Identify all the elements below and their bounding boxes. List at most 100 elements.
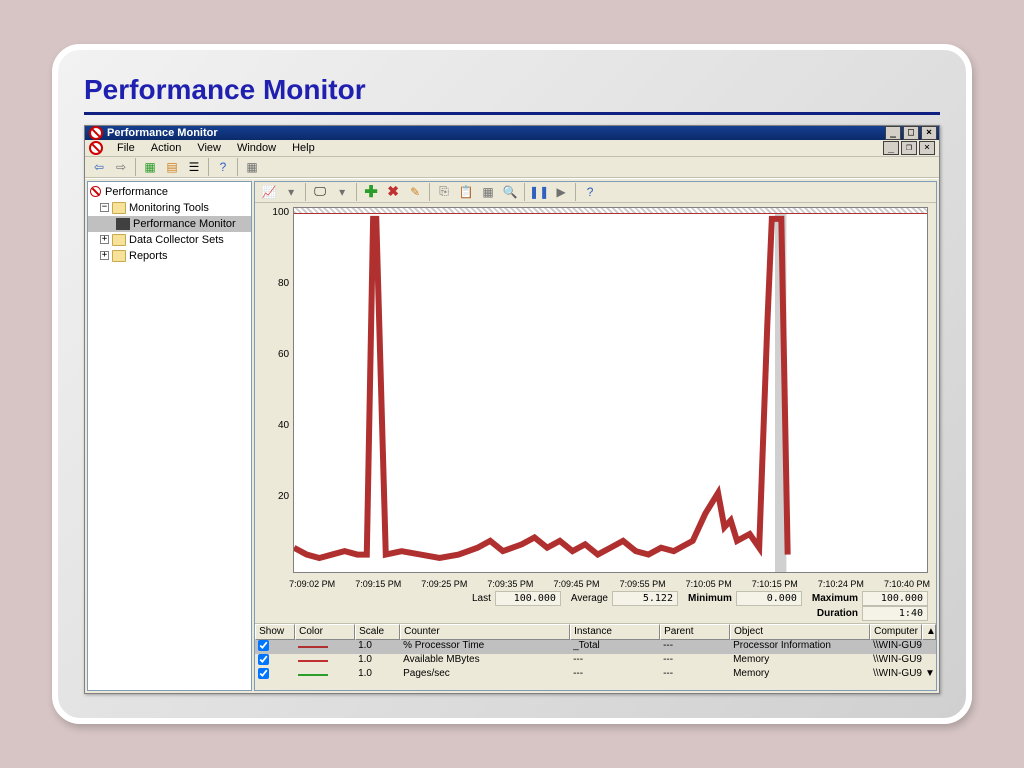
parent-cell: ---	[660, 668, 730, 682]
folder-icon	[112, 202, 126, 214]
menu-file[interactable]: File	[109, 140, 143, 156]
hdr-instance[interactable]: Instance	[570, 624, 660, 640]
ytick: 100	[272, 207, 289, 218]
hdr-color[interactable]: Color	[295, 624, 355, 640]
show-hide-tree-button[interactable]: ▦	[140, 157, 160, 177]
instance-cell: _Total	[570, 640, 660, 654]
folder-icon	[112, 250, 126, 262]
properties-button[interactable]: ☰	[184, 157, 204, 177]
instance-cell: ---	[570, 654, 660, 668]
tree-dcs[interactable]: + Data Collector Sets	[88, 232, 251, 248]
x-axis: 7:09:02 PM 7:09:15 PM 7:09:25 PM 7:09:35…	[255, 577, 936, 589]
status-area	[255, 682, 936, 690]
show-checkbox[interactable]	[258, 668, 269, 679]
tree-reports-label: Reports	[129, 250, 168, 262]
close-button[interactable]: ×	[921, 126, 937, 140]
back-button[interactable]: ⇦	[89, 157, 109, 177]
title-rule	[84, 112, 940, 115]
plot-region[interactable]	[293, 207, 928, 573]
chart-help-button[interactable]: ?	[580, 182, 600, 202]
update-button[interactable]: ▶	[551, 182, 571, 202]
counter-row[interactable]: 1.0Pages/sec------Memory\\WIN-GU9RE3▼	[255, 668, 936, 682]
xtick: 7:10:40 PM	[884, 579, 930, 589]
extra-button[interactable]: ▦	[242, 157, 262, 177]
folder-icon	[112, 234, 126, 246]
min-value: 0.000	[736, 591, 802, 606]
menubar: File Action View Window Help _ ❐ ×	[85, 140, 939, 157]
export-button[interactable]: ▤	[162, 157, 182, 177]
xtick: 7:09:55 PM	[620, 579, 666, 589]
collapse-icon[interactable]: −	[100, 203, 109, 212]
counter-row[interactable]: 1.0% Processor Time_Total---Processor In…	[255, 640, 936, 654]
counter-row[interactable]: 1.0Available MBytes------Memory\\WIN-GU9…	[255, 654, 936, 668]
instance-cell: ---	[570, 668, 660, 682]
zoom-button[interactable]: 🔍	[500, 182, 520, 202]
object-cell: Memory	[730, 654, 870, 668]
nav-tree[interactable]: Performance − Monitoring Tools Performan…	[87, 181, 252, 691]
hdr-counter[interactable]: Counter	[400, 624, 570, 640]
chart-area: 100 80 60 40 20	[255, 203, 936, 577]
hdr-scale[interactable]: Scale	[355, 624, 400, 640]
forward-button[interactable]: ⇨	[111, 157, 131, 177]
dropdown-icon[interactable]: ▾	[332, 182, 352, 202]
freeze-button[interactable]: ❚❚	[529, 182, 549, 202]
xtick: 7:10:05 PM	[686, 579, 732, 589]
app-window: Performance Monitor _ □ × File Action Vi…	[84, 125, 940, 694]
monitor-icon	[116, 218, 130, 230]
delete-counter-button[interactable]: ✖	[383, 182, 403, 202]
avg-value: 5.122	[612, 591, 678, 606]
minimize-button[interactable]: _	[885, 126, 901, 140]
counter-cell: Available MBytes	[400, 654, 570, 668]
tree-root-label: Performance	[105, 186, 168, 198]
maximize-button[interactable]: □	[903, 126, 919, 140]
show-checkbox[interactable]	[258, 654, 269, 665]
menu-view[interactable]: View	[189, 140, 229, 156]
mdi-restore-button[interactable]: ❐	[901, 141, 917, 155]
hdr-scroll: ▲	[922, 624, 936, 640]
mdi-minimize-button[interactable]: _	[883, 141, 899, 155]
expand-icon[interactable]: +	[100, 251, 109, 260]
tree-reports[interactable]: + Reports	[88, 248, 251, 264]
tree-perfmon[interactable]: Performance Monitor	[88, 216, 251, 232]
tree-monitoring-tools[interactable]: − Monitoring Tools	[88, 200, 251, 216]
color-swatch	[298, 674, 328, 676]
color-swatch	[298, 646, 328, 648]
copy-button[interactable]: ⎘	[434, 182, 454, 202]
ytick: 60	[278, 349, 289, 360]
window-title: Performance Monitor	[107, 127, 218, 139]
hdr-show[interactable]: Show	[255, 624, 295, 640]
parent-cell: ---	[660, 640, 730, 654]
tree-dcs-label: Data Collector Sets	[129, 234, 224, 246]
avg-label: Average	[571, 593, 608, 604]
perfmon-menu-icon	[89, 141, 103, 155]
object-cell: Processor Information	[730, 640, 870, 654]
counter-cell: Pages/sec	[400, 668, 570, 682]
menu-action[interactable]: Action	[143, 140, 190, 156]
show-checkbox[interactable]	[258, 640, 269, 651]
max-value: 100.000	[862, 591, 928, 606]
view-type-button[interactable]: 📈	[259, 182, 279, 202]
menu-help[interactable]: Help	[284, 140, 323, 156]
mdi-close-button[interactable]: ×	[919, 141, 935, 155]
max-label: Maximum	[812, 593, 858, 604]
dur-value: 1:40	[862, 606, 928, 621]
tree-root[interactable]: Performance	[88, 184, 251, 200]
help-button[interactable]: ?	[213, 157, 233, 177]
monitor-button[interactable]: 🖵	[310, 182, 330, 202]
xtick: 7:09:45 PM	[553, 579, 599, 589]
computer-cell: \\WIN-GU9RE3	[870, 668, 922, 682]
hdr-parent[interactable]: Parent	[660, 624, 730, 640]
row-pad	[922, 654, 936, 668]
paste-button[interactable]: 📋	[456, 182, 476, 202]
properties-button[interactable]: ▦	[478, 182, 498, 202]
counter-header: Show Color Scale Counter Instance Parent…	[255, 624, 936, 640]
dropdown-icon[interactable]: ▾	[281, 182, 301, 202]
add-counter-button[interactable]: ✚	[361, 182, 381, 202]
hdr-object[interactable]: Object	[730, 624, 870, 640]
hdr-computer[interactable]: Computer	[870, 624, 922, 640]
expand-icon[interactable]: +	[100, 235, 109, 244]
titlebar: Performance Monitor _ □ ×	[85, 126, 939, 140]
highlight-button[interactable]: ✎	[405, 182, 425, 202]
mmc-toolbar: ⇦ ⇨ ▦ ▤ ☰ ? ▦	[85, 157, 939, 178]
menu-window[interactable]: Window	[229, 140, 284, 156]
